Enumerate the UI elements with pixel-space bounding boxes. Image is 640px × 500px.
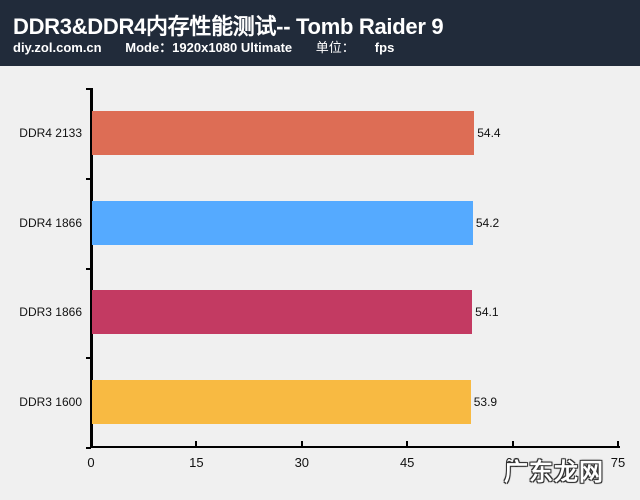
- unit-label: 单位： fps: [316, 40, 395, 55]
- y-axis-tick: [86, 267, 91, 270]
- bar-value-label: 54.1: [475, 305, 499, 320]
- x-axis-tick-label: 60: [505, 455, 520, 470]
- bar-value-label: 54.4: [477, 125, 501, 140]
- x-axis-tick: [300, 441, 303, 447]
- category-label: DDR3 1866: [19, 305, 82, 320]
- bar-ddr4-2133: [92, 110, 475, 155]
- x-axis-tick-label: 45: [399, 455, 415, 470]
- y-axis-tick: [86, 357, 91, 360]
- x-axis-tick-label: 15: [189, 455, 204, 470]
- x-axis-tick: [511, 441, 514, 447]
- x-axis-tick: [90, 441, 92, 447]
- y-axis: [90, 88, 93, 448]
- x-axis-tick: [406, 441, 409, 447]
- watermark: 广东龙网: [504, 459, 604, 486]
- x-axis-tick: [617, 441, 619, 447]
- source-site: diy.zol.com.cn: [13, 40, 102, 55]
- category-label: DDR4 2133: [19, 125, 82, 140]
- test-mode: Mode：1920x1080 Ultimate: [125, 40, 293, 55]
- x-axis-tick: [195, 441, 198, 447]
- category-label: DDR3 1600: [19, 395, 82, 410]
- x-axis-tick-label: 30: [294, 455, 310, 470]
- chart-header: DDR3&DDR4内存性能测试-- Tomb Raider 9 diy.zol.…: [0, 0, 640, 66]
- y-axis-tick: [86, 88, 91, 90]
- bar-value-label: 54.2: [475, 215, 500, 230]
- x-axis-tick-label: 0: [87, 455, 95, 470]
- category-label: DDR4 1866: [19, 215, 82, 230]
- x-axis-tick-label: 75: [610, 455, 626, 470]
- x-axis: [90, 446, 620, 448]
- bar-value-label: 53.9: [473, 395, 498, 410]
- bar-ddr4-1866: [92, 200, 473, 245]
- y-axis-tick: [86, 447, 91, 449]
- unit-label-text: 单位：: [315, 40, 355, 55]
- chart-subtitle: diy.zol.com.cn Mode：1920x1080 Ultimate 单…: [13, 37, 414, 56]
- y-axis-tick: [86, 177, 91, 180]
- chart-title: DDR3&DDR4内存性能测试-- Tomb Raider 9: [13, 14, 444, 39]
- bar-ddr3-1866: [92, 290, 473, 335]
- bar-ddr3-1600: [92, 380, 471, 425]
- unit-value: fps: [374, 40, 395, 55]
